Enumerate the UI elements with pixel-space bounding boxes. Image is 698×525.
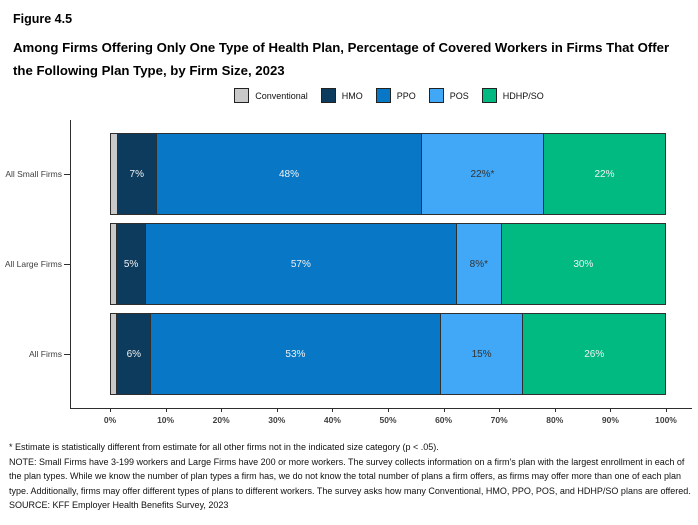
legend-item-ppo: PPO <box>375 88 416 103</box>
legend-swatch-icon <box>481 88 497 103</box>
segment-value-label: 57% <box>290 258 311 270</box>
y-axis-tick <box>64 264 70 265</box>
bar-all-small-firms: 7% 48% 22%* 22% <box>110 133 666 215</box>
x-axis-tick-label: 100% <box>655 415 677 425</box>
legend-label: PPO <box>396 90 416 101</box>
segment-ppo: 48% <box>156 133 422 215</box>
segment-hmo: 7% <box>116 133 157 215</box>
chart: All Small Firms 7% 48% 22%* 22% All Large Fir… <box>0 118 698 430</box>
x-axis-tick <box>276 408 278 412</box>
category-label-all-small-firms: All Small Firms <box>5 169 62 179</box>
legend-item-hmo: HMO <box>320 88 363 103</box>
segment-value-label: 15% <box>471 348 492 360</box>
legend-item-pos: POS <box>428 88 469 103</box>
x-axis-tick <box>332 408 334 412</box>
segment-value-label: 48% <box>278 168 299 180</box>
footnotes: * Estimate is statistically different fr… <box>9 440 692 513</box>
x-axis-tick-label: 80% <box>546 415 564 425</box>
x-axis-tick <box>666 408 667 412</box>
legend-swatch-icon <box>428 88 444 103</box>
significance-footnote: * Estimate is statistically different fr… <box>9 442 439 452</box>
segment-hdhp-so: 26% <box>522 313 666 395</box>
x-axis-tick <box>110 408 111 412</box>
x-axis-tick-label: 20% <box>212 415 230 425</box>
segment-hdhp-so: 30% <box>500 223 666 305</box>
x-axis-line <box>70 408 692 410</box>
legend-item-hdhp-so: HDHP/SO <box>481 88 544 103</box>
legend-label: HDHP/SO <box>502 90 544 101</box>
x-axis-tick-label: 30% <box>268 415 286 425</box>
x-axis-tick <box>499 408 501 412</box>
x-axis-tick-label: 0% <box>103 415 117 425</box>
segment-pos: 22%* <box>421 133 544 215</box>
legend-swatch-icon <box>375 88 391 103</box>
chart-title: Among Firms Offering Only One Type of He… <box>13 40 670 78</box>
segment-pos: 15% <box>439 313 524 395</box>
x-axis-tick-label: 50% <box>379 415 397 425</box>
y-axis-tick <box>64 354 70 355</box>
y-axis-line <box>70 120 72 408</box>
segment-value-label: 26% <box>584 348 605 360</box>
legend: Conventional HMO PPO POS HDHP/SO <box>80 88 698 103</box>
x-axis-tick <box>165 408 167 412</box>
segment-ppo: 57% <box>144 223 458 305</box>
note-text: NOTE: Small Firms have 3-199 workers and… <box>9 456 691 496</box>
segment-pos: 8%* <box>456 223 502 305</box>
figure-label: Figure 4.5 <box>13 12 73 26</box>
source-text: SOURCE: KFF Employer Health Benefits Sur… <box>9 500 229 511</box>
legend-label: Conventional <box>255 90 308 101</box>
segment-value-label: 5% <box>123 258 139 270</box>
legend-swatch-icon <box>320 88 336 103</box>
legend-swatch-icon <box>234 88 250 103</box>
x-axis-tick <box>221 408 223 412</box>
bar-all-large-firms: 5% 57% 8%* 30% <box>110 223 666 305</box>
segment-value-label: 7% <box>129 168 144 180</box>
category-label-all-firms: All Firms <box>28 349 62 359</box>
x-axis-tick-label: 70% <box>490 415 508 425</box>
bar-all-firms: 6% 53% 15% 26% <box>110 313 666 395</box>
x-axis-tick <box>554 408 556 412</box>
segment-ppo: 53% <box>150 313 441 395</box>
x-axis-tick <box>443 408 445 412</box>
segment-value-label: 22%* <box>470 168 495 180</box>
x-axis-tick-label: 90% <box>601 415 619 425</box>
x-axis-tick <box>610 408 612 412</box>
segment-hdhp-so: 22% <box>543 133 666 215</box>
segment-hmo: 6% <box>116 313 152 395</box>
segment-value-label: 6% <box>126 348 142 360</box>
x-axis-tick-label: 10% <box>157 415 175 425</box>
x-axis-tick-label: 40% <box>323 415 341 425</box>
segment-value-label: 8%* <box>469 258 489 270</box>
segment-hmo: 5% <box>116 223 146 305</box>
legend-label: POS <box>449 90 469 101</box>
x-axis-tick-label: 60% <box>435 415 453 425</box>
legend-label: HMO <box>341 90 363 101</box>
segment-value-label: 22% <box>594 168 615 180</box>
segment-value-label: 53% <box>285 348 306 360</box>
segment-value-label: 30% <box>573 258 594 270</box>
legend-item-conventional: Conventional <box>234 88 308 103</box>
category-label-all-large-firms: All Large Firms <box>4 259 62 269</box>
y-axis-tick <box>64 174 70 175</box>
x-axis-tick <box>388 408 389 412</box>
